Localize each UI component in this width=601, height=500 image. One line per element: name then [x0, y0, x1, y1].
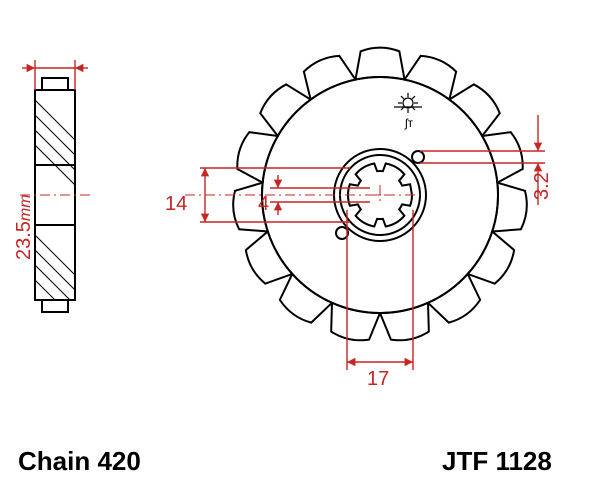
chain-label: Chain 420	[18, 446, 141, 476]
dim-4-value: 4	[258, 193, 269, 215]
dim-14-value: 14	[165, 193, 187, 215]
front-view: ʃт	[233, 48, 527, 341]
svg-text:ʃт: ʃт	[404, 116, 414, 130]
dim-3-2-value: 3.2	[531, 172, 553, 200]
dim-23-5-unit: mm	[17, 194, 34, 221]
dim-23-5-value: 23.5	[13, 221, 35, 260]
svg-text:23.5mm: 23.5mm	[13, 194, 35, 260]
dim-17: 17	[347, 210, 413, 390]
part-number: JTF 1128	[442, 446, 552, 476]
sprocket-drawing: 23.5mm ʃт	[0, 0, 601, 500]
dim-17-value: 17	[367, 368, 389, 390]
